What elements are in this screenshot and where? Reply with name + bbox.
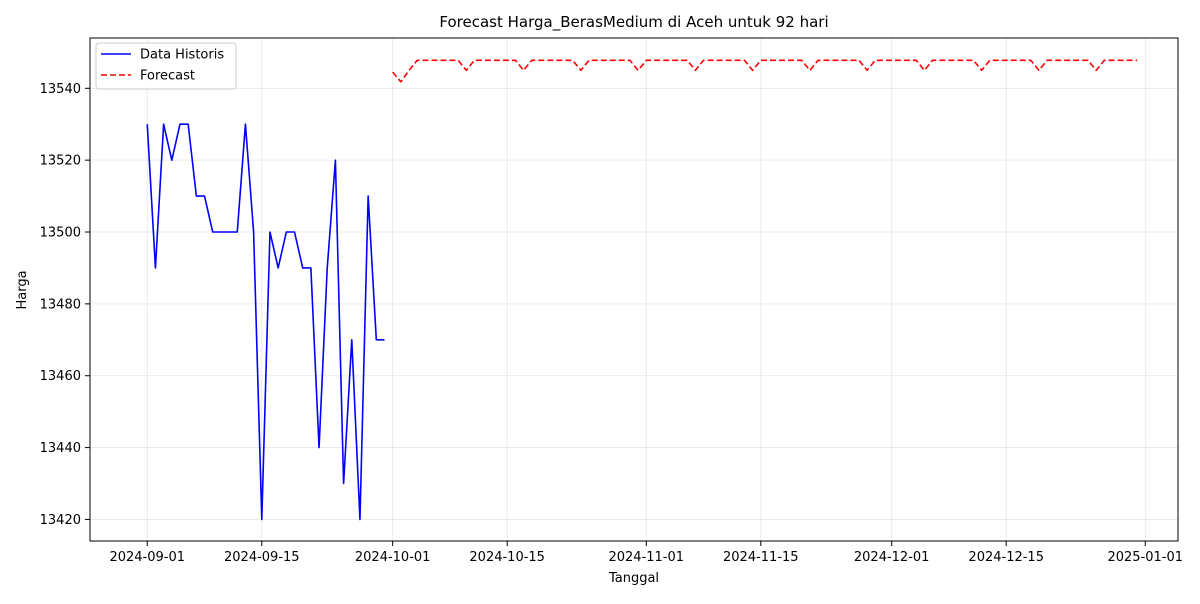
chart-title: Forecast Harga_BerasMedium di Aceh untuk… bbox=[439, 13, 828, 32]
grid-layer bbox=[90, 38, 1178, 541]
x-tick-label: 2024-10-01 bbox=[355, 550, 431, 565]
y-axis-label: Harga bbox=[15, 270, 30, 309]
x-tick-label: 2024-11-01 bbox=[608, 550, 684, 565]
y-tick-label: 13520 bbox=[40, 154, 81, 169]
plot-frame bbox=[89, 37, 1179, 542]
series-line-forecast bbox=[392, 59, 1138, 83]
x-tick-label: 2024-11-15 bbox=[723, 550, 799, 565]
y-tick-label: 13540 bbox=[40, 82, 81, 97]
series-layer bbox=[146, 59, 1138, 521]
y-tick-label: 13460 bbox=[40, 369, 81, 384]
y-tick-label: 13480 bbox=[40, 297, 81, 312]
x-axis-label: Tanggal bbox=[608, 571, 659, 586]
legend-label-forecast: Forecast bbox=[140, 69, 195, 84]
x-tick-label: 2024-09-15 bbox=[224, 550, 300, 565]
x-tick-label: 2025-01-01 bbox=[1107, 550, 1183, 565]
y-tick-label: 13440 bbox=[40, 441, 81, 456]
y-tick-label: 13500 bbox=[40, 226, 81, 241]
series-line-historis bbox=[146, 123, 385, 521]
x-tick-label: 2024-10-15 bbox=[469, 550, 545, 565]
axis-layer: 2024-09-01 2024-09-15 2024-10-01 2024-10-15… bbox=[40, 82, 1183, 565]
y-tick-label: 13420 bbox=[40, 513, 81, 528]
legend-label-historis: Data Historis bbox=[140, 48, 224, 63]
legend: Data Historis Forecast bbox=[95, 42, 237, 90]
x-tick-label: 2024-12-15 bbox=[968, 550, 1044, 565]
x-tick-label: 2024-09-01 bbox=[109, 550, 185, 565]
x-tick-label: 2024-12-01 bbox=[854, 550, 930, 565]
